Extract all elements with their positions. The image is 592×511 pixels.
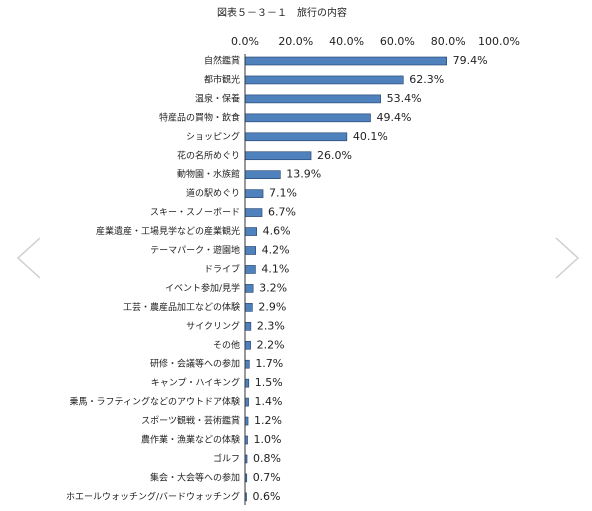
data-label: 1.0% [254, 433, 282, 446]
category-label: スキー・スノーボード [150, 207, 240, 218]
category-label: キャンプ・ハイキング [151, 377, 240, 389]
bar [244, 284, 254, 293]
bar [244, 113, 371, 123]
data-label: 6.7% [268, 206, 296, 219]
category-label: 道の駅めぐり [186, 187, 240, 199]
bar [244, 189, 264, 198]
bar [244, 378, 250, 388]
data-label: 26.0% [317, 149, 352, 162]
bar [244, 151, 312, 161]
category-label: テーマパーク・遊園地 [150, 244, 240, 256]
bar [244, 321, 252, 331]
category-label: ショッピング [186, 130, 240, 142]
category-label: その他 [213, 339, 240, 351]
bar [244, 132, 348, 142]
data-label: 4.1% [261, 262, 289, 275]
data-label: 4.2% [262, 244, 290, 257]
bar [244, 303, 253, 312]
bar [244, 227, 257, 236]
category-label: 特産品の買物・飲食 [159, 111, 240, 123]
bar [244, 75, 404, 85]
category-label: 乗馬・ラフティングなどのアウトドア体験 [70, 396, 240, 408]
data-label: 3.2% [259, 281, 287, 294]
data-label: 7.1% [269, 187, 297, 200]
data-label: 2.3% [257, 319, 285, 332]
category-label: 研修・会議等への参加 [150, 358, 240, 370]
data-label: 40.1% [353, 130, 388, 143]
x-tick-label: 60.0% [380, 35, 415, 48]
category-label: 自然鑑賞 [204, 55, 240, 67]
bar [244, 56, 447, 66]
data-label: 1.7% [255, 357, 283, 370]
chevron-left-icon[interactable] [14, 236, 44, 280]
data-label: 4.6% [263, 225, 291, 238]
category-label: 都市観光 [204, 73, 240, 85]
bar [244, 94, 381, 104]
chevron-right-icon[interactable] [552, 236, 582, 280]
x-tick-label: 40.0% [329, 35, 364, 48]
category-label: ゴルフ [213, 452, 240, 464]
data-label: 49.4% [376, 111, 411, 124]
data-label: 62.3% [409, 73, 444, 86]
category-label: ドライブ [204, 263, 240, 275]
category-label: 花の名所めぐり [177, 149, 240, 161]
data-label: 13.9% [286, 168, 321, 181]
x-tick-label: 80.0% [431, 35, 466, 48]
data-label: 53.4% [387, 92, 422, 105]
chart-title: 図表５－３－１ 旅行の内容 [217, 6, 347, 19]
data-label: 79.4% [453, 54, 488, 67]
bar [244, 246, 256, 255]
category-label: 温泉・保養 [195, 92, 240, 104]
category-label: ホエールウォッチング/バードウォッチング [66, 490, 240, 502]
category-label: サイクリング [186, 320, 240, 332]
x-tick-label: 0.0% [231, 35, 259, 48]
bar [244, 170, 281, 179]
data-label: 1.5% [255, 376, 283, 389]
category-label: イベント参加/見学 [165, 282, 240, 294]
data-label: 1.4% [255, 395, 283, 408]
bar [244, 265, 256, 274]
data-label: 2.9% [258, 300, 286, 313]
x-tick-label: 20.0% [278, 35, 313, 48]
category-label: 産業遺産・工場見学などの産業観光 [96, 225, 240, 237]
category-label: 工芸・農産品加工などの体験 [123, 301, 240, 313]
category-label: 農作業・漁業などの体験 [141, 434, 240, 446]
data-label: 2.2% [257, 338, 285, 351]
bar [244, 397, 249, 407]
data-label: 0.7% [253, 471, 281, 484]
bar [244, 208, 263, 217]
category-label: 動物園・水族館 [177, 168, 240, 180]
x-tick-label: 100.0% [478, 35, 520, 48]
data-label: 1.2% [254, 414, 282, 427]
data-label: 0.6% [253, 490, 281, 503]
category-label: スポーツ観戦・芸術鑑賞 [141, 415, 240, 427]
category-label: 集会・大会等への参加 [150, 471, 240, 483]
bar [244, 359, 250, 369]
data-label: 0.8% [253, 452, 281, 465]
bar [244, 340, 251, 350]
